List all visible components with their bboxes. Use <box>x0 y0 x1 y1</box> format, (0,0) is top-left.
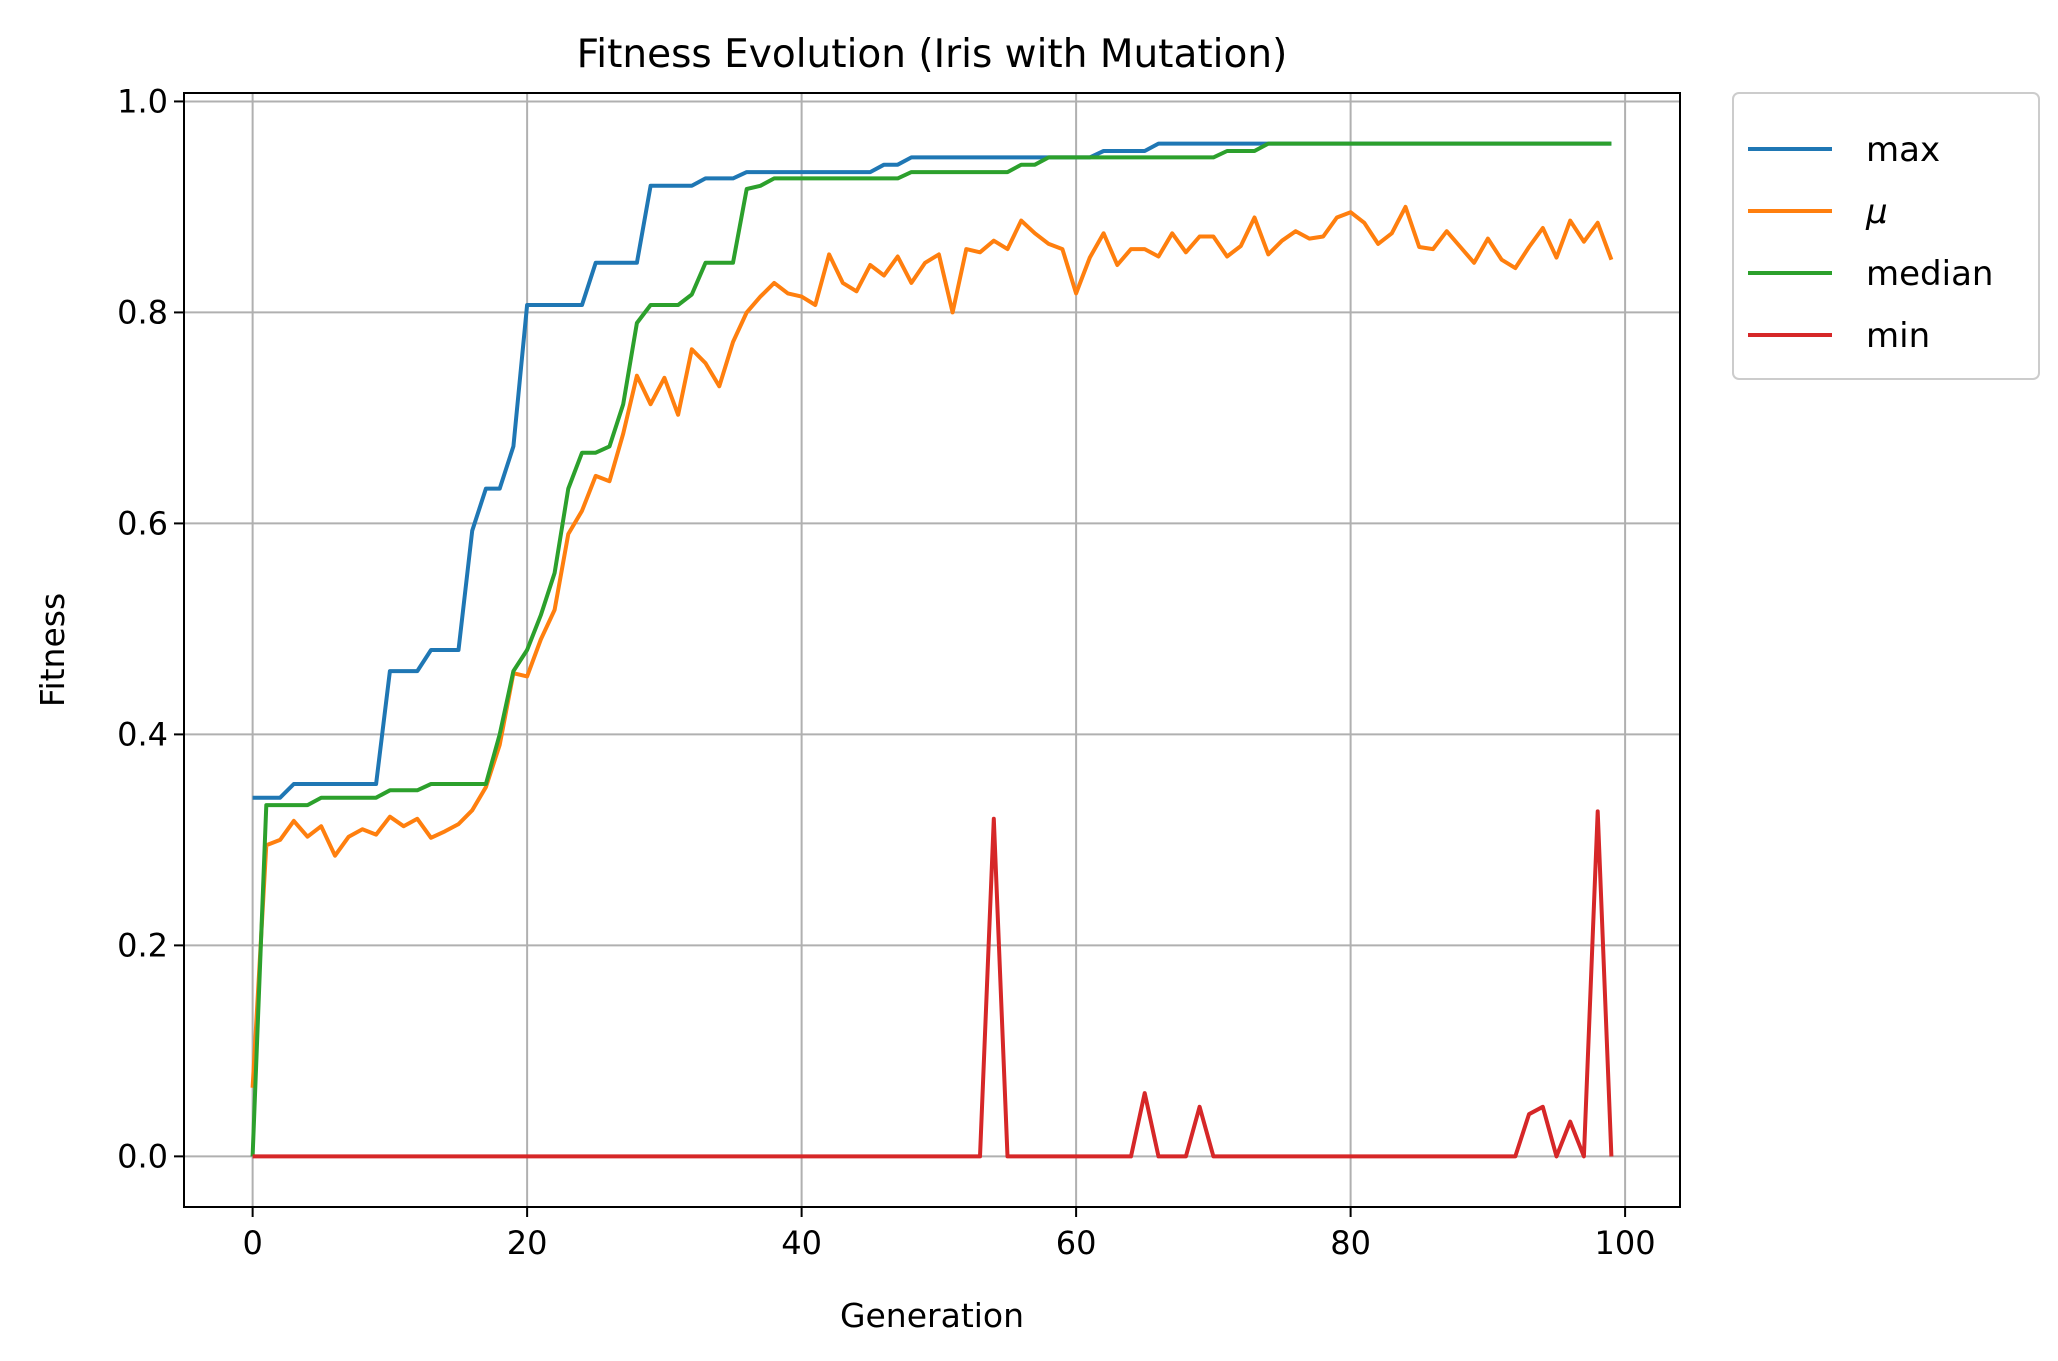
y-tick-label: 0.6 <box>117 504 168 542</box>
legend-label-min: min <box>1866 316 1930 356</box>
y-tick-label: 0.8 <box>117 293 168 331</box>
x-tick-label: 0 <box>242 1224 262 1262</box>
x-tick-label: 100 <box>1595 1224 1656 1262</box>
x-tick-label: 60 <box>1056 1224 1097 1262</box>
legend-label-mu: μ <box>1865 192 1888 232</box>
series-line-mu <box>250 204 1614 1088</box>
series-group <box>250 141 1614 1159</box>
legend-label-max: max <box>1866 130 1940 170</box>
y-tick-label: 1.0 <box>117 82 168 120</box>
x-axis-label: Generation <box>840 1296 1024 1335</box>
ticks-group: 0 20 40 60 80 100 0.0 0.2 0.4 0.6 0.8 1.0 <box>117 82 1656 1262</box>
x-tick-label: 40 <box>781 1224 822 1262</box>
legend: max μ median min <box>1732 92 2040 380</box>
chart-title: Fitness Evolution (Iris with Mutation) <box>577 32 1288 77</box>
plot-frame <box>183 92 1681 1208</box>
series-line-median <box>250 141 1612 1157</box>
y-tick-label: 0.4 <box>117 715 168 753</box>
y-tick-label: 0.0 <box>117 1137 168 1175</box>
legend-frame <box>1732 92 2040 380</box>
x-tick-label: 80 <box>1330 1224 1371 1262</box>
legend-label-median: median <box>1866 254 1993 294</box>
x-tick-label: 20 <box>507 1224 548 1262</box>
y-tick-label: 0.2 <box>117 926 168 964</box>
y-axis-label: Fitness <box>33 593 72 707</box>
series-line-min <box>252 809 1614 1159</box>
